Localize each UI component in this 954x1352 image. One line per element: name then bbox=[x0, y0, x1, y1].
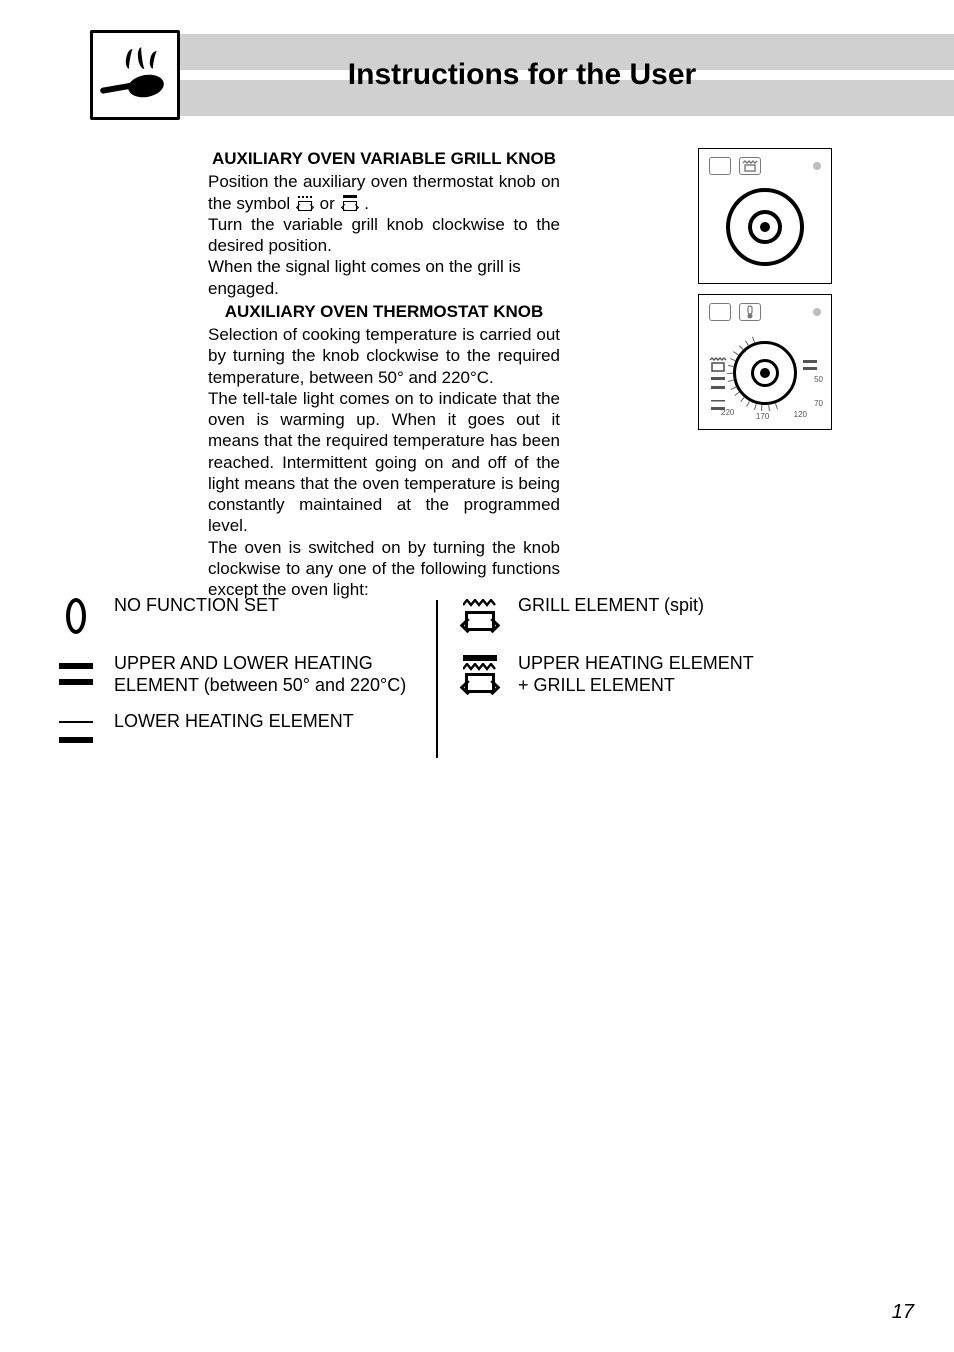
variable-grill-knob-figure bbox=[698, 148, 832, 284]
page-header: Instructions for the User bbox=[0, 34, 954, 116]
figure2-label-70: 70 bbox=[814, 399, 823, 408]
fn-row-upper-grill: UPPER HEATING ELEMENT + GRILL ELEMENT bbox=[456, 648, 838, 700]
section-title-thermo-knob: AUXILIARY OVEN THERMOSTAT KNOB bbox=[208, 301, 560, 322]
figure2-blank-indicator bbox=[709, 303, 731, 321]
grill-knob-p1a: Position the auxiliary oven thermostat k… bbox=[208, 172, 560, 212]
upper-lower-heating-icon bbox=[52, 652, 100, 696]
page: Instructions for the User AUXILIARY OVEN… bbox=[0, 0, 954, 1352]
fn-text-lower: LOWER HEATING ELEMENT bbox=[114, 710, 354, 733]
figure1-blank-indicator bbox=[709, 157, 731, 175]
thermo-p1: Selection of cooking temperature is carr… bbox=[208, 324, 560, 388]
function-col-right: GRILL ELEMENT (spit) UPPER HEATING ELEME… bbox=[438, 594, 838, 764]
thermo-p3: The oven is switched on by turning the k… bbox=[208, 537, 560, 601]
fn-text-upper-grill: UPPER HEATING ELEMENT + GRILL ELEMENT bbox=[518, 652, 754, 697]
fn-no-function-l1: NO FUNCTION SET bbox=[114, 595, 279, 615]
fn-text-grill-spit: GRILL ELEMENT (spit) bbox=[518, 594, 704, 617]
grill-knob-p1: Position the auxiliary oven thermostat k… bbox=[208, 171, 560, 214]
grill-knob-p3: When the signal light comes on the grill… bbox=[208, 256, 560, 299]
fn-upper-grill-l1: UPPER HEATING ELEMENT bbox=[518, 652, 754, 675]
figure1-grill-indicator-icon bbox=[739, 157, 761, 175]
figure1-dial bbox=[705, 181, 825, 273]
figure2-label-220: 220 bbox=[721, 408, 734, 417]
spoon-steam-icon bbox=[90, 30, 180, 120]
fn-text-upper-lower: UPPER AND LOWER HEATING ELEMENT (between… bbox=[114, 652, 406, 697]
thermostat-knob-figure: 50 70 120 170 220 bbox=[698, 294, 832, 430]
fn-row-no-function: NO FUNCTION SET bbox=[52, 594, 436, 638]
grill-symbol-heavy-icon bbox=[341, 195, 359, 211]
figure1-signal-light-icon bbox=[813, 162, 821, 170]
page-number: 17 bbox=[892, 1301, 914, 1324]
fn-upper-lower-l2: ELEMENT (between 50° and 220°C) bbox=[114, 674, 406, 697]
fn-row-upper-lower: UPPER AND LOWER HEATING ELEMENT (between… bbox=[52, 648, 436, 700]
grill-knob-p1b: or bbox=[320, 194, 340, 213]
upper-heating-plus-grill-icon bbox=[456, 652, 504, 696]
figure2-ticks bbox=[705, 327, 825, 419]
fn-grill-spit-l1: GRILL ELEMENT (spit) bbox=[518, 595, 704, 615]
function-table: NO FUNCTION SET UPPER AND LOWER HEATING … bbox=[52, 594, 872, 764]
figure2-thermo-indicator-icon bbox=[739, 303, 761, 321]
fn-row-lower: LOWER HEATING ELEMENT bbox=[52, 710, 436, 754]
section-title-grill-knob: AUXILIARY OVEN VARIABLE GRILL KNOB bbox=[208, 148, 560, 169]
spoon-graphic bbox=[100, 45, 170, 105]
fn-upper-lower-l1: UPPER AND LOWER HEATING bbox=[114, 652, 406, 675]
figure2-label-170: 170 bbox=[756, 412, 769, 421]
no-function-icon bbox=[52, 594, 100, 638]
fn-text-no-function: NO FUNCTION SET bbox=[114, 594, 279, 617]
fn-row-grill-spit: GRILL ELEMENT (spit) bbox=[456, 594, 838, 638]
thermo-p2: The tell-tale light comes on to indicate… bbox=[208, 388, 560, 537]
grill-knob-p1c: . bbox=[364, 194, 369, 213]
figure2-label-50: 50 bbox=[814, 375, 823, 384]
grill-element-spit-icon bbox=[456, 594, 504, 638]
fn-upper-grill-l2: + GRILL ELEMENT bbox=[518, 674, 754, 697]
figure2-label-120: 120 bbox=[794, 410, 807, 419]
fn-lower-l1: LOWER HEATING ELEMENT bbox=[114, 711, 354, 731]
figure2-signal-light-icon bbox=[813, 308, 821, 316]
function-col-left: NO FUNCTION SET UPPER AND LOWER HEATING … bbox=[52, 594, 436, 764]
page-title-text: Instructions for the User bbox=[348, 58, 696, 92]
lower-heating-icon bbox=[52, 710, 100, 754]
body-text: AUXILIARY OVEN VARIABLE GRILL KNOB Posit… bbox=[208, 148, 560, 600]
figure2-dial: 50 70 120 170 220 bbox=[705, 327, 825, 419]
figure2-panel-row bbox=[705, 301, 825, 327]
grill-knob-p2: Turn the variable grill knob clockwise t… bbox=[208, 214, 560, 257]
grill-symbol-wavy-icon bbox=[296, 195, 314, 211]
page-title: Instructions for the User bbox=[90, 34, 954, 116]
figure1-panel-row bbox=[705, 155, 825, 181]
